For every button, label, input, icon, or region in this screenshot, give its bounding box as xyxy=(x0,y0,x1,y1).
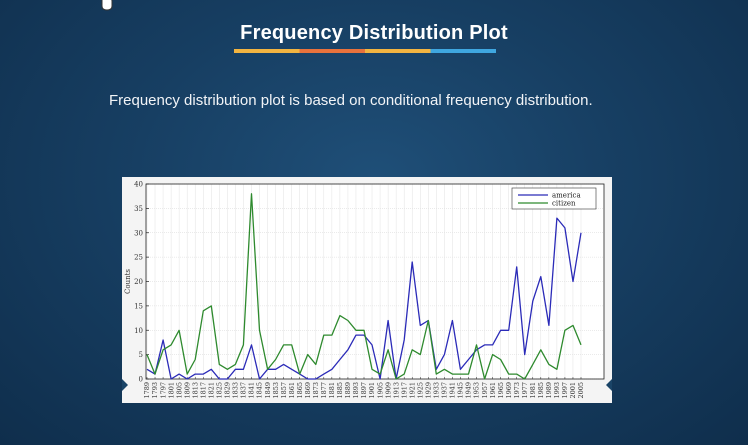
x-tick-label: 2001 xyxy=(569,382,577,399)
x-tick-label: 1889 xyxy=(344,382,352,399)
x-tick-label: 1969 xyxy=(505,382,513,399)
x-tick-label: 1961 xyxy=(489,382,497,399)
x-tick-label: 1789 xyxy=(143,382,151,399)
x-tick-label: 1917 xyxy=(400,382,408,399)
x-tick-label: 1797 xyxy=(159,382,167,399)
x-tick-label: 1845 xyxy=(256,382,264,399)
x-tick-label: 1841 xyxy=(248,382,256,399)
x-tick-label: 1937 xyxy=(441,382,449,399)
y-tick-label: 10 xyxy=(134,327,143,335)
x-tick-label: 1813 xyxy=(191,382,199,399)
slide-title: Frequency Distribution Plot xyxy=(240,22,508,44)
x-tick-label: 1933 xyxy=(433,382,441,399)
x-tick-label: 1877 xyxy=(320,382,328,399)
x-tick-label: 1981 xyxy=(529,382,537,399)
x-tick-label: 1993 xyxy=(553,382,561,399)
x-tick-label: 1925 xyxy=(416,382,424,399)
mouse-cursor-icon xyxy=(101,0,113,11)
x-tick-label: 1957 xyxy=(481,382,489,399)
x-tick-label: 1965 xyxy=(497,382,505,399)
x-tick-label: 1865 xyxy=(296,382,304,399)
y-tick-label: 35 xyxy=(134,205,143,213)
x-tick-label: 1833 xyxy=(232,382,240,399)
chart-notch-right xyxy=(606,379,612,391)
x-tick-label: 1849 xyxy=(264,382,272,399)
x-tick-label: 1921 xyxy=(408,382,416,399)
x-tick-label: 1949 xyxy=(465,382,473,399)
x-tick-label: 1973 xyxy=(513,382,521,399)
x-tick-label: 1861 xyxy=(288,382,296,399)
x-tick-label: 1901 xyxy=(368,382,376,399)
y-tick-label: 20 xyxy=(134,278,143,286)
x-tick-label: 1817 xyxy=(199,382,207,399)
x-tick-label: 1953 xyxy=(473,382,481,399)
x-tick-label: 1869 xyxy=(304,382,312,399)
x-tick-label: 1941 xyxy=(449,382,457,399)
y-tick-label: 5 xyxy=(139,351,143,359)
y-axis-label: Counts xyxy=(124,269,132,294)
x-tick-label: 1913 xyxy=(392,382,400,399)
chart-notch-left xyxy=(122,379,128,391)
series-line-citizen xyxy=(146,193,582,380)
y-tick-label: 0 xyxy=(139,376,143,384)
legend-label-america: america xyxy=(552,192,581,200)
x-tick-label: 1825 xyxy=(216,382,224,399)
y-tick-label: 40 xyxy=(134,181,143,189)
legend-label-citizen: citizen xyxy=(552,200,576,208)
x-tick-label: 1909 xyxy=(384,382,392,399)
x-tick-label: 1897 xyxy=(360,382,368,399)
x-tick-label: 1837 xyxy=(240,382,248,399)
x-tick-label: 1893 xyxy=(352,382,360,399)
x-tick-label: 1805 xyxy=(175,382,183,399)
x-tick-label: 1977 xyxy=(521,382,529,399)
legend-box xyxy=(511,187,597,210)
series-line-america xyxy=(146,217,582,380)
title-underline xyxy=(234,49,496,53)
x-tick-label: 1885 xyxy=(336,382,344,399)
x-tick-label: 1989 xyxy=(545,382,553,399)
x-tick-label: 1829 xyxy=(224,382,232,399)
x-tick-label: 1793 xyxy=(151,382,159,399)
x-tick-label: 2005 xyxy=(577,382,585,399)
x-tick-label: 1929 xyxy=(424,382,432,399)
x-tick-label: 1997 xyxy=(561,382,569,399)
x-tick-label: 1821 xyxy=(207,382,215,399)
x-tick-label: 1905 xyxy=(376,382,384,399)
y-tick-label: 30 xyxy=(134,229,143,237)
slide-subtitle: Frequency distribution plot is based on … xyxy=(109,92,593,109)
x-tick-label: 1801 xyxy=(167,382,175,399)
x-tick-label: 1857 xyxy=(280,382,288,399)
x-tick-label: 1853 xyxy=(272,382,280,399)
x-tick-label: 1945 xyxy=(457,382,465,399)
y-tick-label: 15 xyxy=(134,302,143,310)
chart-card: 0 5 10 15 20 25 30 35 40 Counts 1789 1793 1797 1801 18… xyxy=(122,177,612,403)
y-tick-label: 25 xyxy=(134,254,143,262)
x-tick-label: 1809 xyxy=(183,382,191,399)
x-tick-label: 1881 xyxy=(328,382,336,399)
x-tick-label: 1985 xyxy=(537,382,545,399)
x-tick-label: 1873 xyxy=(312,382,320,399)
